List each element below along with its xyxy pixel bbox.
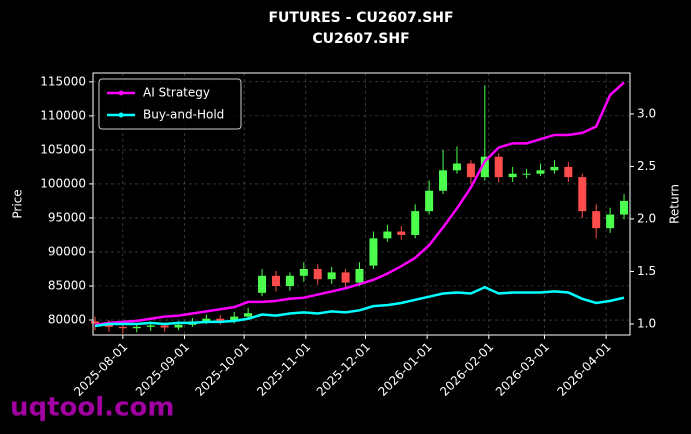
candle-body xyxy=(564,166,573,178)
candle-body xyxy=(118,326,127,329)
y-tick-label: 85000 xyxy=(48,279,86,293)
y-tick-label: 80000 xyxy=(48,313,86,327)
candle-body xyxy=(620,200,629,215)
candle-body xyxy=(592,211,601,229)
candle-body xyxy=(313,268,322,280)
candle-body xyxy=(132,326,141,329)
y-tick-label: 100000 xyxy=(40,176,86,190)
plot-frame xyxy=(92,72,631,336)
candle-body xyxy=(285,275,294,287)
y2-tick-label: 1.0 xyxy=(637,316,656,330)
y-tick-label: 95000 xyxy=(48,210,86,224)
line-series xyxy=(94,285,625,328)
candle-body xyxy=(425,190,434,212)
candle-body xyxy=(327,272,336,280)
candle-body xyxy=(606,214,615,229)
candle-body xyxy=(411,211,420,235)
candle-body xyxy=(341,272,350,283)
candle-body xyxy=(578,177,587,212)
candle-body xyxy=(160,325,169,328)
chart-title: FUTURES - CU2607.SHF xyxy=(268,10,453,26)
candle-body xyxy=(494,156,503,178)
y-tick-label: 90000 xyxy=(48,244,86,258)
y-tick-label: 110000 xyxy=(40,108,86,122)
candle-body xyxy=(146,325,155,327)
candle-body xyxy=(258,275,267,293)
chart-subtitle: CU2607.SHF xyxy=(312,31,409,47)
legend-label: Buy-and-Hold xyxy=(143,108,224,122)
candle-body xyxy=(452,163,461,171)
candle-body xyxy=(90,321,99,324)
legend-marker xyxy=(118,90,124,96)
candle-body xyxy=(244,313,253,317)
legend-label: AI Strategy xyxy=(143,86,210,100)
candle-body xyxy=(522,173,531,175)
candle-body xyxy=(480,156,489,178)
line-series xyxy=(94,81,625,327)
y2-tick-label: 2.5 xyxy=(637,159,656,173)
candle-body xyxy=(216,318,225,322)
legend-box xyxy=(98,78,242,130)
candle-body xyxy=(508,173,517,178)
y-tick-label: 105000 xyxy=(40,142,86,156)
candle-body xyxy=(271,275,280,287)
y2-tick-label: 3.0 xyxy=(637,106,656,120)
candle-body xyxy=(174,324,183,328)
candle-body xyxy=(202,318,211,322)
y-axis-label: Price xyxy=(11,189,25,218)
y2-axis-label: Return xyxy=(668,184,682,224)
candle-body xyxy=(369,238,378,266)
candle-body xyxy=(355,268,364,283)
candle-body xyxy=(550,166,559,171)
candle-body xyxy=(439,170,448,191)
candle-body xyxy=(299,268,308,276)
y2-tick-label: 2.0 xyxy=(637,211,656,225)
candle-body xyxy=(536,170,545,174)
watermark: uqtool.com xyxy=(10,393,174,423)
legend-marker xyxy=(118,112,124,118)
y2-tick-label: 1.5 xyxy=(637,264,656,278)
y-tick-label: 115000 xyxy=(40,74,86,88)
candle-body xyxy=(466,163,475,178)
candle-body xyxy=(383,231,392,239)
candle-body xyxy=(230,316,239,322)
candle-body xyxy=(397,231,406,235)
